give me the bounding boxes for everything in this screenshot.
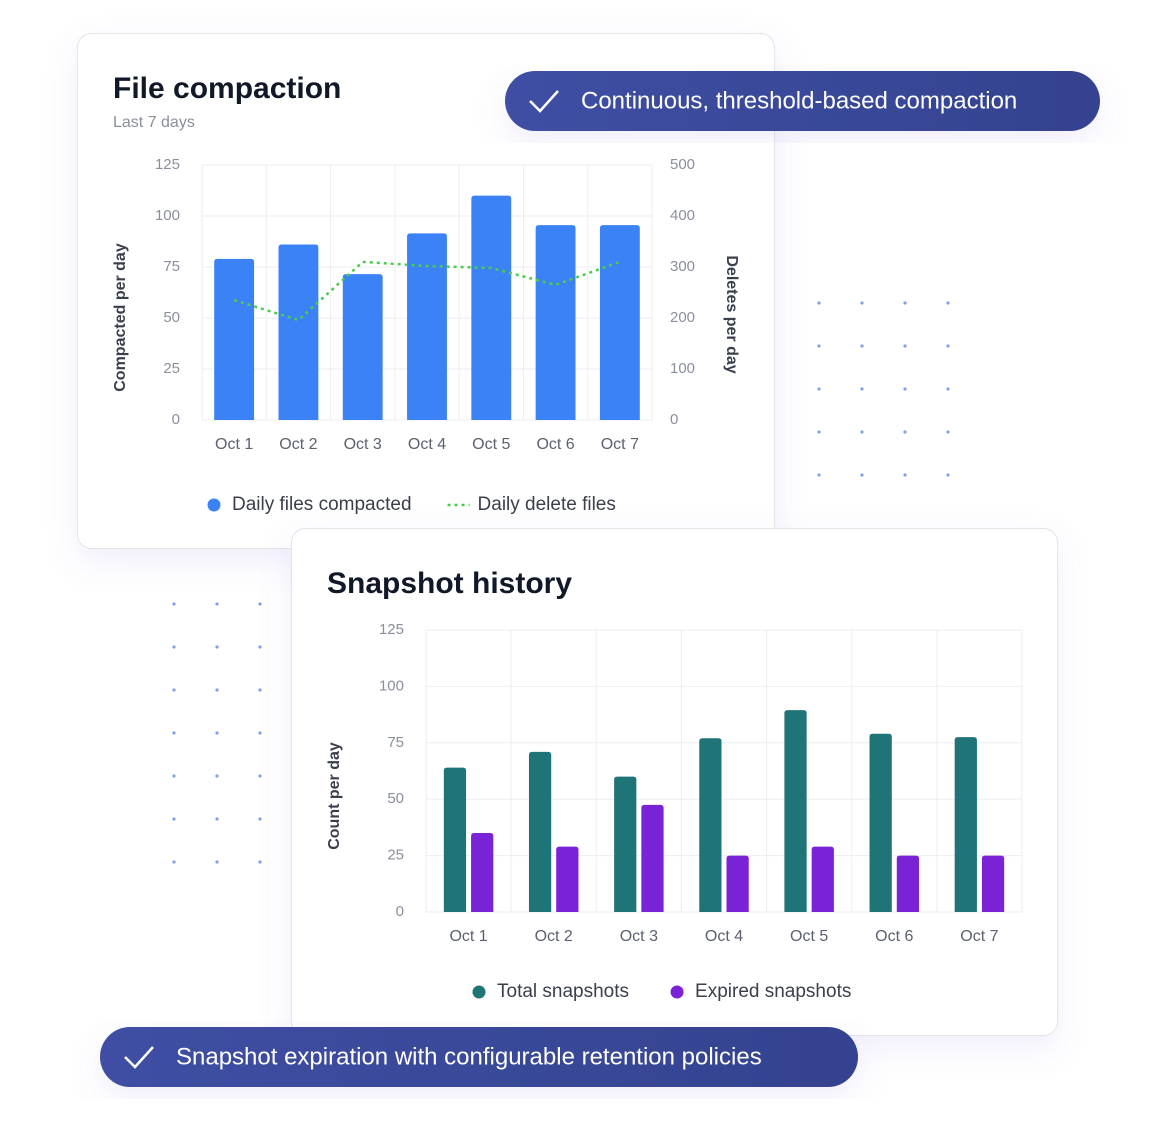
bar: [528, 751, 552, 912]
legend-label: Daily delete files: [478, 494, 616, 515]
legend-label: Expired snapshots: [695, 981, 851, 1002]
x-tick-label: Oct 7: [960, 928, 998, 945]
bar: [869, 733, 892, 912]
bar: [535, 225, 576, 420]
legend-swatch: [472, 985, 486, 999]
check-icon: [529, 90, 559, 113]
bar: [641, 804, 664, 912]
x-tick-label: Oct 2: [279, 436, 317, 453]
y-tick-label: 125: [155, 156, 180, 173]
y2-tick-label: 500: [670, 156, 695, 173]
chart: 0 25 50 75 100 125 Oct 1 Oct 2 Oct 3 Oct 4 Oct 5 Oc…: [326, 621, 1023, 1002]
x-tick-label: Oct 5: [790, 928, 828, 945]
y-tick-label: 50: [387, 790, 404, 807]
legend-label: Daily files compacted: [232, 494, 412, 515]
y-tick-label: 0: [172, 411, 180, 428]
badge-bg: [505, 71, 1100, 131]
bar: [278, 244, 319, 420]
x-tick-label: Oct 4: [408, 436, 446, 453]
bar: [342, 274, 383, 420]
check-icon: [124, 1046, 154, 1069]
y-tick-label: 100: [379, 677, 404, 694]
y-tick-label: 75: [387, 734, 404, 751]
y2-tick-label: 0: [670, 411, 678, 428]
legend-swatch: [207, 498, 221, 512]
x-tick-label: Oct 6: [536, 436, 574, 453]
y-tick-label: 25: [387, 847, 404, 864]
card: [291, 528, 1058, 1036]
bar: [443, 767, 467, 912]
bar: [699, 738, 722, 912]
bar: [811, 846, 834, 912]
y2-tick-label: 100: [670, 360, 695, 377]
bar: [614, 776, 637, 912]
bar: [407, 233, 447, 420]
y2-tick-label: 300: [670, 258, 695, 275]
chart-subtitle: Last 7 days: [113, 114, 195, 131]
chart: 0 25 50 75 100 125 0 100 200 300 400 500 Oct 1 Oct 2 O…: [112, 156, 740, 515]
badge: Continuous, threshold-based compaction: [505, 71, 1100, 131]
y-axis-label: Compacted per day: [112, 243, 129, 392]
x-tick-label: Oct 1: [449, 928, 487, 945]
bar: [981, 855, 1005, 912]
bar: [896, 855, 920, 912]
bar: [784, 710, 807, 912]
bar: [954, 737, 977, 912]
y-tick-label: 25: [163, 360, 180, 377]
legend-label: Total snapshots: [497, 981, 629, 1002]
bar: [599, 225, 640, 420]
x-tick-label: Oct 3: [620, 928, 658, 945]
y2-tick-label: 400: [670, 207, 695, 224]
bar: [726, 855, 749, 912]
y2-axis-label: Deletes per day: [723, 255, 740, 373]
x-tick-label: Oct 6: [875, 928, 913, 945]
x-tick-label: Oct 4: [705, 928, 743, 945]
chart-title: File compaction: [113, 72, 341, 105]
y-axis-label: Count per day: [326, 742, 343, 850]
x-tick-label: Oct 2: [535, 928, 573, 945]
y2-tick-label: 200: [670, 309, 695, 326]
dot-grid: [140, 586, 275, 891]
bar: [556, 846, 579, 912]
legend-swatch: [670, 985, 684, 999]
bar: [214, 258, 255, 420]
badge-bg: [100, 1027, 858, 1087]
badge-text: Snapshot expiration with configurable re…: [176, 1043, 762, 1070]
badge-text: Continuous, threshold-based compaction: [581, 87, 1017, 114]
badge: Snapshot expiration with configurable re…: [100, 1027, 858, 1087]
y-tick-label: 50: [163, 309, 180, 326]
chart-title: Snapshot history: [327, 567, 572, 600]
bar: [471, 195, 512, 420]
y-tick-label: 0: [396, 903, 404, 920]
y-tick-label: 100: [155, 207, 180, 224]
x-tick-label: Oct 3: [344, 436, 382, 453]
x-tick-label: Oct 5: [472, 436, 510, 453]
y-tick-label: 75: [163, 258, 180, 275]
bar: [471, 833, 494, 912]
y-tick-label: 125: [379, 621, 404, 638]
x-tick-label: Oct 7: [601, 436, 639, 453]
x-tick-label: Oct 1: [215, 436, 253, 453]
line: [233, 260, 621, 322]
dot-grid: [783, 286, 963, 506]
